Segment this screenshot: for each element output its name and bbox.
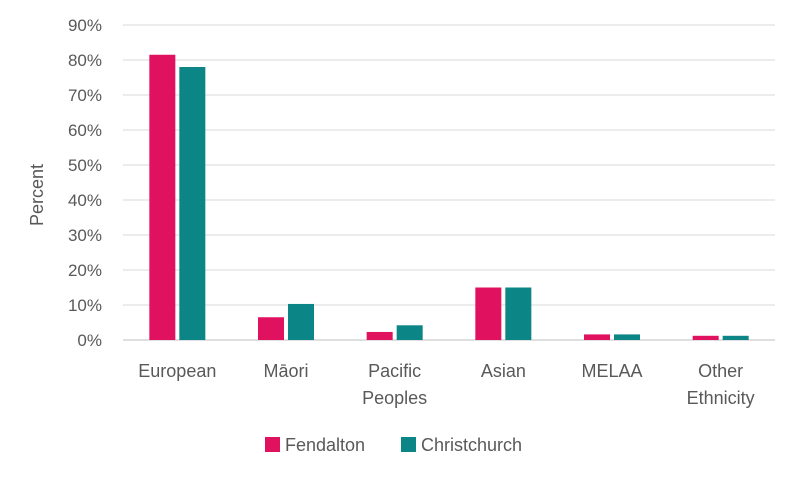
y-tick-label: 60% bbox=[68, 121, 102, 140]
x-category-label: Pacific bbox=[368, 361, 421, 381]
y-tick-label: 80% bbox=[68, 51, 102, 70]
y-tick-label: 40% bbox=[68, 191, 102, 210]
y-axis-title: Percent bbox=[27, 164, 47, 226]
bar-christchurch bbox=[288, 303, 314, 340]
bar-christchurch bbox=[396, 325, 423, 340]
y-tick-label: 70% bbox=[68, 86, 102, 105]
bar-christchurch bbox=[179, 67, 206, 340]
bar-fendalton bbox=[692, 335, 719, 340]
x-category-label: Peoples bbox=[362, 388, 427, 408]
legend-swatch-fendalton bbox=[265, 437, 280, 452]
x-category-label: Other bbox=[698, 361, 743, 381]
x-category-label: Māori bbox=[263, 361, 308, 381]
y-tick-label: 10% bbox=[68, 296, 102, 315]
x-category-label: Ethnicity bbox=[687, 388, 755, 408]
gridlines bbox=[123, 24, 775, 341]
y-axis-ticks: 0% 10% 20% 30% 40% 50% 60% 70% 80% 90% bbox=[68, 16, 102, 350]
y-tick-label: 20% bbox=[68, 261, 102, 280]
y-tick-label: 0% bbox=[77, 331, 102, 350]
bar-christchurch bbox=[722, 335, 749, 340]
y-tick-label: 50% bbox=[68, 156, 102, 175]
x-category-label: Asian bbox=[481, 361, 526, 381]
y-tick-label: 90% bbox=[68, 16, 102, 35]
bar-fendalton bbox=[584, 334, 610, 340]
bar-fendalton bbox=[258, 317, 284, 340]
bar-fendalton bbox=[475, 287, 502, 340]
legend: Fendalton Christchurch bbox=[265, 435, 522, 455]
x-category-label: MELAA bbox=[581, 361, 642, 381]
bars bbox=[149, 54, 749, 340]
legend-swatch-christchurch bbox=[401, 437, 416, 452]
bar-fendalton bbox=[149, 54, 176, 340]
legend-label-christchurch: Christchurch bbox=[421, 435, 522, 455]
x-category-label: European bbox=[138, 361, 216, 381]
y-tick-label: 30% bbox=[68, 226, 102, 245]
bar-christchurch bbox=[505, 287, 532, 340]
x-axis-categories: European Māori Pacific Peoples Asian MELAA Oth… bbox=[138, 361, 754, 408]
bar-fendalton bbox=[366, 331, 393, 340]
legend-label-fendalton: Fendalton bbox=[285, 435, 365, 455]
bar-christchurch bbox=[614, 334, 640, 340]
